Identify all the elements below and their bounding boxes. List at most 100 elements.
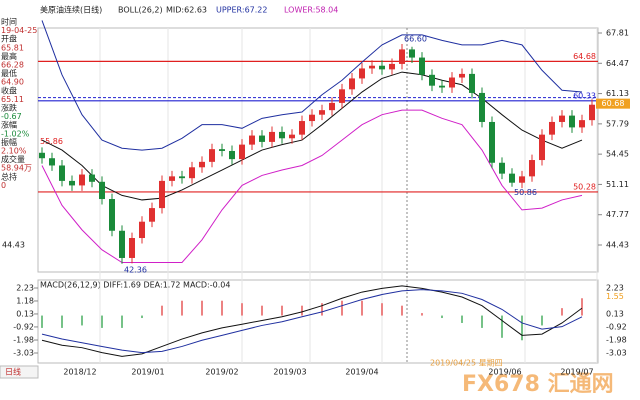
- level-label: 60.33: [573, 91, 596, 100]
- macd-line: [41, 285, 583, 357]
- candle-body: [49, 158, 55, 166]
- macd-bar: [141, 315, 143, 319]
- macd-bar: [41, 315, 43, 328]
- candle-body: [99, 181, 105, 200]
- candle-body: [539, 134, 545, 161]
- info-text: 64.90: [1, 78, 24, 87]
- boll-mid: MID:62.63: [166, 6, 207, 15]
- macd-bar: [421, 313, 423, 316]
- macd-left-tick: -0.92: [13, 322, 34, 331]
- macd-bar: [441, 315, 443, 319]
- candle-body: [589, 104, 595, 121]
- candle-body: [429, 74, 435, 86]
- candle-body: [219, 149, 225, 151]
- candle-body: [569, 115, 575, 128]
- info-text: 0: [1, 181, 6, 190]
- candle-body: [319, 110, 325, 115]
- macd-bar: [341, 300, 343, 316]
- x-tick-label: 2019/07: [560, 368, 593, 377]
- candle-body: [129, 238, 135, 258]
- candle-body: [449, 77, 455, 88]
- candle-body: [519, 176, 525, 183]
- info-text: 最低: [1, 68, 17, 78]
- info-text: 涨跌: [1, 103, 17, 113]
- macd-bar: [541, 315, 543, 326]
- info-text: 2.10%: [1, 147, 27, 156]
- macd-bar: [221, 300, 223, 316]
- candle-body: [59, 165, 65, 181]
- x-tick-label: 2019/06: [488, 368, 521, 377]
- macd-right-tick: 0.13: [606, 309, 624, 318]
- macd-frame: [37, 279, 599, 364]
- macd-left-tick: 1.18: [16, 296, 34, 305]
- period-label[interactable]: 日线: [5, 367, 21, 377]
- macd-bar: [581, 298, 583, 316]
- candle-body: [549, 121, 555, 135]
- info-text: 成交量: [1, 154, 25, 164]
- period-tab[interactable]: [0, 365, 39, 379]
- y-tick-label: 51.11: [606, 180, 629, 189]
- current-label: 60.68: [602, 99, 625, 108]
- x-tick-label: 2019/02: [205, 368, 238, 377]
- x-tick-label: 2018/12: [63, 368, 96, 377]
- candle-body: [369, 65, 375, 69]
- macd-right-tick: -0.92: [606, 322, 627, 331]
- macd-bar: [301, 305, 303, 316]
- y-tick-label: 61.13: [606, 89, 629, 98]
- candle-body: [189, 167, 195, 179]
- candle-body: [169, 176, 175, 181]
- candle-body: [269, 131, 275, 142]
- candle-body: [289, 134, 295, 139]
- macd-bar: [521, 315, 523, 341]
- info-text: 66.28: [1, 61, 24, 70]
- info-text: -1.02%: [1, 129, 30, 138]
- macd-bar: [81, 315, 83, 326]
- info-text: 时间: [1, 17, 17, 27]
- info-text: 58.94万: [1, 164, 32, 173]
- candle-body: [439, 85, 445, 88]
- candle-body: [159, 180, 165, 209]
- info-text: -0.67: [1, 112, 22, 121]
- info-text: 最高: [1, 51, 17, 61]
- y-tick-label: 67.81: [606, 29, 629, 38]
- macd-left-tick: -3.03: [13, 349, 34, 358]
- candle-body: [119, 230, 125, 258]
- macd-bar: [281, 305, 283, 316]
- candle-body: [479, 92, 485, 122]
- price-frame: [37, 27, 599, 273]
- macd-bar: [501, 315, 503, 338]
- level-label: 64.68: [573, 52, 596, 61]
- candle-body: [489, 121, 495, 163]
- x-tick-label: 2019/01: [131, 368, 164, 377]
- macd-right-tick: -3.03: [606, 349, 627, 358]
- candle-body: [149, 208, 155, 222]
- candle-body: [409, 49, 415, 58]
- macd-bar: [241, 303, 243, 316]
- price-annotation: 66.60: [404, 34, 427, 43]
- macd-bar: [381, 303, 383, 316]
- info-text: 65.81: [1, 43, 24, 52]
- candle-body: [459, 73, 465, 78]
- macd-right-tick: -1.98: [606, 336, 627, 345]
- y-tick-label: 57.79: [606, 119, 629, 128]
- info-text: 振幅: [1, 137, 17, 147]
- y-tick-label: 54.45: [606, 150, 629, 159]
- candle-body: [349, 78, 355, 90]
- candle-body: [239, 144, 245, 160]
- candle-body: [249, 135, 255, 145]
- macd-bar: [161, 305, 163, 316]
- candle-body: [139, 221, 145, 239]
- x-tick-label: 2019/03: [273, 368, 306, 377]
- macd-title: MACD(26,12,9) DIFF:1.69 DEA:1.72 MACD:-0…: [40, 281, 230, 290]
- indicator: BOLL(26,2): [118, 6, 163, 15]
- candle-body: [399, 49, 405, 64]
- boll-band: [41, 71, 583, 201]
- candle-body: [179, 176, 185, 179]
- left-label: 44.43: [2, 241, 25, 250]
- macd-bar: [401, 305, 403, 316]
- candle-body: [579, 120, 585, 128]
- candle-body: [69, 180, 75, 186]
- macd-bar: [261, 305, 263, 316]
- candle-body: [299, 121, 305, 135]
